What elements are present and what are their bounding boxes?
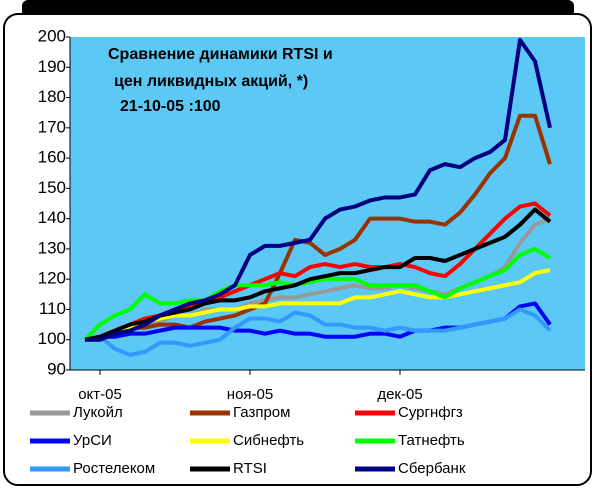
y-tick-label: 170: [38, 117, 66, 136]
x-tick-label: ноя-05: [227, 386, 273, 403]
y-tick-label: 90: [47, 359, 66, 378]
legend-label: Газпром: [233, 404, 290, 421]
y-tick-label: 110: [39, 299, 66, 318]
y-tick-label: 140: [38, 208, 66, 227]
y-tick-label: 160: [38, 148, 66, 167]
y-tick-label: 100: [38, 329, 66, 348]
series-line: [84, 307, 552, 357]
x-tick-label: дек-05: [377, 386, 422, 403]
legend-label: УрСИ: [73, 432, 112, 449]
y-tick-label: 150: [38, 178, 66, 197]
y-tick-label: 120: [38, 269, 66, 288]
x-tick-label: окт-05: [78, 386, 122, 403]
legend-label: Ростелеком: [73, 460, 155, 477]
legend-label: Сургнфгз: [398, 404, 463, 421]
legend-label: Лукойл: [73, 404, 123, 421]
y-tick-label: 190: [38, 57, 66, 76]
series-line: [84, 113, 552, 342]
legend-label: Татнефть: [398, 432, 465, 449]
y-tick-label: 130: [38, 238, 66, 257]
series-line: [85, 38, 552, 342]
series-line: [83, 246, 552, 342]
legend-label: RTSI: [233, 460, 267, 477]
legend-label: Сбербанк: [398, 460, 466, 477]
y-tick-label: 200: [38, 26, 66, 45]
y-tick-label: 180: [38, 87, 66, 106]
title-line: цен ликвидных акций, *): [114, 73, 308, 90]
legend-label: Сибнефть: [233, 432, 304, 449]
title-line: Сравнение динамики RTSI и: [108, 46, 333, 63]
title-line: 21-10-05 :100: [120, 98, 221, 115]
series-line: [84, 268, 551, 342]
